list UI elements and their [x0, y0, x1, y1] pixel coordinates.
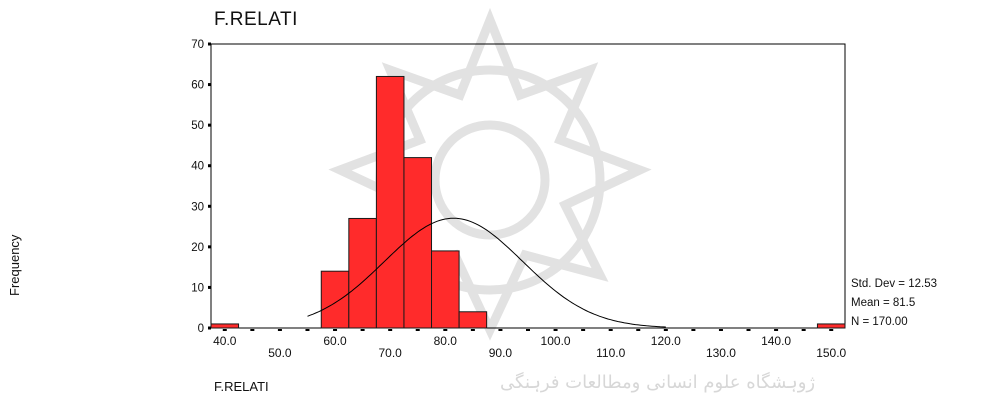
x-tick-mark [829, 329, 834, 331]
x-tick-mark [746, 329, 751, 331]
x-tick-label: 130.0 [706, 346, 736, 360]
x-tick-label: 40.0 [213, 334, 237, 348]
histogram-bar [375, 75, 405, 329]
x-tick-mark [663, 329, 668, 331]
x-tick-label: 70.0 [378, 346, 402, 360]
y-tick-label: 20 [191, 242, 204, 254]
x-tick-label: 120.0 [651, 334, 681, 348]
normal-curve [307, 217, 666, 328]
y-tick-label: 30 [191, 201, 204, 213]
x-tick-mark [774, 329, 779, 331]
y-tick-mark [208, 123, 211, 127]
stats-box: Std. Dev = 12.53 Mean = 81.5 N = 170.00 [851, 275, 937, 332]
histogram-bar [403, 157, 433, 329]
y-tick-mark [208, 83, 211, 87]
histogram-bar [320, 270, 350, 329]
y-tick-mark [208, 285, 211, 289]
x-tick-mark [360, 329, 365, 331]
n-label: N = 170.00 [851, 316, 908, 328]
watermark-text: ژوہشگاه علوم انسانی ومطالعات فرہنگی [500, 372, 816, 393]
std-dev-label: Std. Dev = 12.53 [851, 278, 937, 290]
y-tick-label: 0 [198, 323, 204, 335]
histogram-bar [816, 323, 846, 329]
y-tick-mark [208, 326, 211, 330]
y-tick-label: 10 [191, 282, 204, 294]
x-tick-label: 90.0 [489, 346, 513, 360]
x-tick-mark [691, 329, 696, 331]
x-tick-mark [388, 329, 393, 331]
histogram-bar [458, 311, 488, 329]
x-tick-mark [581, 329, 586, 331]
x-tick-mark [526, 329, 530, 331]
x-tick-mark [443, 329, 448, 331]
x-tick-label: 60.0 [323, 334, 347, 348]
y-tick-label: 40 [191, 161, 204, 173]
x-tick-label: 110.0 [596, 346, 625, 360]
y-tick-mark [208, 164, 211, 168]
x-tick-mark [415, 329, 420, 331]
x-tick-mark [222, 329, 227, 331]
x-tick-label: 50.0 [268, 346, 292, 360]
histogram-bar [210, 323, 240, 329]
y-tick-mark [208, 204, 211, 208]
x-tick-mark [801, 329, 806, 331]
y-tick-mark [208, 245, 211, 249]
y-tick-label: 60 [191, 80, 204, 92]
y-tick-label: 50 [191, 120, 204, 132]
y-tick-label: 70 [191, 39, 204, 51]
x-tick-label: 80.0 [434, 334, 458, 348]
x-tick-mark [718, 329, 723, 331]
watermark-rosette [328, 7, 652, 341]
histogram-bar [431, 250, 460, 329]
x-tick-label: 100.0 [541, 334, 571, 348]
x-tick-mark [277, 329, 282, 331]
mean-label: Mean = 81.5 [851, 297, 916, 309]
x-tick-mark [608, 329, 613, 331]
x-tick-mark [470, 329, 475, 331]
x-tick-mark [305, 329, 310, 331]
y-tick-mark [208, 42, 211, 46]
x-tick-mark [553, 329, 558, 331]
x-axis-title: F.RELATI [214, 379, 269, 394]
x-tick-mark [333, 329, 338, 331]
x-tick-mark [636, 329, 641, 331]
x-tick-mark [498, 329, 503, 331]
x-tick-mark [250, 329, 255, 331]
x-tick-label: 140.0 [761, 334, 791, 348]
plot-frame [210, 43, 846, 329]
chart-title: F.RELATI [214, 9, 298, 30]
x-tick-label: 150.0 [816, 346, 846, 360]
